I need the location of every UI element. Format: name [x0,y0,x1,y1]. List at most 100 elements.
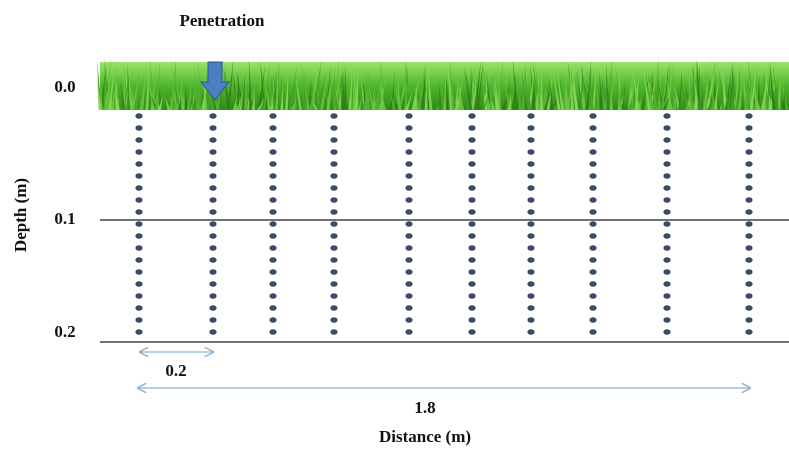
probe-dot [468,197,476,203]
penetration-arrow [199,61,231,101]
grass-blade [630,76,634,110]
grass-blade [487,97,491,110]
grass-blade [481,94,489,110]
grass-blade [96,77,102,110]
grass-blade [243,67,247,110]
grass-blade [226,57,234,110]
probe-dot [663,185,671,191]
probe-dot [745,137,753,143]
probe-dot [209,185,217,191]
grass-blade [367,80,375,110]
probe-dot [468,329,476,335]
grass-blade [543,86,552,110]
grass-blade [492,81,499,110]
grass-blade [580,64,590,110]
probe-dot [209,173,217,179]
probe-dot [135,197,143,203]
grass-blade [248,58,253,110]
grass-blade [607,57,613,110]
probe-dot [527,125,535,131]
grass-blade [730,67,735,110]
probe-dot [663,149,671,155]
probe-dot [269,293,277,299]
grass-blade [372,78,380,110]
grass-blade [707,96,713,110]
probe-dot [527,173,535,179]
probe-dot [589,269,597,275]
grass-blade [114,88,120,110]
grass-blade [154,59,161,110]
probe-dot [589,257,597,263]
probe-dot [330,185,338,191]
probe-dot [135,221,143,227]
probe-dot [527,185,535,191]
probe-dot [527,329,535,335]
grass-blade [198,59,202,110]
grass-blade [469,92,473,110]
grass-blade [164,96,171,110]
grass-blade [99,62,107,110]
grass-blade [326,69,332,110]
probe-dot [269,161,277,167]
probe-dot [269,137,277,143]
probe-dot [745,113,753,119]
probe-dot [405,269,413,275]
probe-dot [405,137,413,143]
probe-dot [405,209,413,215]
grass-blade [454,80,463,110]
grass-blade [216,57,224,110]
probe-dot [269,317,277,323]
grass-blade [523,66,532,110]
grass-blade [348,65,353,110]
probe-dot [209,257,217,263]
probe-dot [663,173,671,179]
grass-blade [722,66,727,110]
probe-dot [405,197,413,203]
grass-blade [663,57,671,110]
probe-dot [468,161,476,167]
grass-blade [372,97,377,110]
grass-blade [730,69,736,110]
grass-blade [186,88,193,110]
depth-label: 0.2 [54,322,75,341]
probe-dot [405,245,413,251]
grass-blade [180,88,184,110]
probe-dot [330,137,338,143]
probe-dot [527,305,535,311]
probe-dot [135,137,143,143]
grass-blade [169,67,176,110]
probe-dot [269,233,277,239]
grass-blade [579,62,583,110]
probe-dot [135,317,143,323]
probe-dot [330,257,338,263]
grass-blade [333,81,340,110]
grass-blade [521,57,527,110]
grass-blade [302,83,306,110]
probe-dot [468,293,476,299]
grass-blade [405,91,413,110]
grass-blade [534,62,542,110]
grass-blade [711,69,716,110]
grass-blade [417,63,426,110]
grass-blade [486,69,491,110]
grass-blade [241,80,247,110]
probe-dot [468,209,476,215]
probe-dot [135,161,143,167]
probe-dot [589,305,597,311]
grass-blade [678,69,683,110]
grass-blade [570,59,579,110]
probe-dot [269,125,277,131]
probe-dot [589,281,597,287]
grass-blade [404,57,408,110]
grass-blade [333,84,342,110]
grass-blade [577,61,585,110]
grass-blade [686,77,695,110]
probe-dot [405,317,413,323]
probe-dot [330,173,338,179]
probe-dot [663,257,671,263]
probe-dot [745,125,753,131]
probe-dot [405,257,413,263]
probe-dot [468,245,476,251]
probe-dot [135,173,143,179]
probe-dot [209,293,217,299]
